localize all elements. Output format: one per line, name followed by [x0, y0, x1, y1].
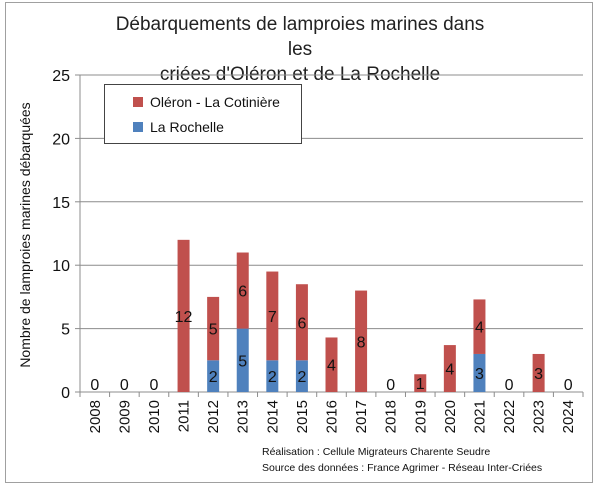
- data-label-ol-ron-la-cotini-re: 7: [268, 309, 277, 326]
- x-tick-label: 2023: [531, 400, 548, 433]
- x-tick-label: 2014: [264, 400, 281, 433]
- data-label-ol-ron-la-cotini-re: 3: [534, 366, 543, 383]
- bar-la-rochelle: [295, 360, 308, 392]
- legend-entry-oleron: Oléron - La Cotinière: [105, 92, 280, 112]
- bar-ol-ron-la-cotini-re: [355, 290, 368, 392]
- x-tick-label: 2017: [353, 400, 370, 433]
- legend-entry-la-rochelle: La Rochelle: [105, 117, 224, 137]
- bar-ol-ron-la-cotini-re: [236, 252, 249, 329]
- bar-ol-ron-la-cotini-re: [325, 337, 338, 392]
- data-label-ol-ron-la-cotini-re: 12: [175, 309, 193, 326]
- legend-label-la-rochelle: La Rochelle: [150, 119, 224, 135]
- legend-swatch-la-rochelle: [133, 122, 143, 132]
- x-tick-label: 2022: [501, 400, 518, 433]
- data-label-ol-ron-la-cotini-re: 1: [416, 376, 425, 393]
- y-tick-label: 0: [61, 385, 70, 402]
- bar-ol-ron-la-cotini-re: [473, 299, 486, 354]
- x-tick-label: 2015: [294, 400, 311, 433]
- data-label-ol-ron-la-cotini-re: 8: [357, 334, 366, 351]
- data-label-la-rochelle: 5: [238, 353, 247, 370]
- x-tick-label: 2013: [235, 400, 252, 433]
- data-label-la-rochelle: 3: [475, 366, 484, 383]
- x-tick-label: 2009: [116, 400, 133, 433]
- data-label-la-rochelle: 0: [90, 377, 99, 394]
- bar-ol-ron-la-cotini-re: [443, 345, 456, 392]
- data-label-la-rochelle: 0: [505, 377, 514, 394]
- x-tick-label: 2019: [412, 400, 429, 433]
- x-tick-label: 2024: [560, 400, 577, 433]
- y-tick-label: 10: [52, 258, 70, 275]
- bar-la-rochelle: [473, 353, 486, 392]
- chart-title-line-1: Débarquements de lamproies marines dans …: [115, 14, 485, 60]
- credit-realisation: Réalisation : Cellule Migrateurs Charent…: [262, 446, 491, 458]
- bar-ol-ron-la-cotini-re: [177, 239, 190, 392]
- y-tick-label: 15: [52, 195, 70, 212]
- data-label-ol-ron-la-cotini-re: 6: [238, 284, 247, 301]
- chart-frame: [5, 2, 593, 483]
- data-label-la-rochelle: 0: [150, 377, 159, 394]
- bar-ol-ron-la-cotini-re: [414, 374, 427, 392]
- x-tick-label: 2008: [87, 400, 104, 433]
- data-label-ol-ron-la-cotini-re: 5: [209, 322, 218, 339]
- data-label-ol-ron-la-cotini-re: 6: [297, 315, 306, 332]
- y-tick-label: 20: [52, 131, 70, 148]
- data-label-la-rochelle: 2: [209, 369, 218, 386]
- bar-ol-ron-la-cotini-re: [532, 353, 545, 392]
- x-tick-label: 2016: [324, 400, 341, 433]
- legend-swatch-oleron: [133, 97, 143, 107]
- bar-ol-ron-la-cotini-re: [295, 284, 308, 361]
- data-label-la-rochelle: 0: [564, 377, 573, 394]
- bar-la-rochelle: [266, 360, 279, 392]
- y-tick-label: 25: [52, 68, 70, 85]
- data-label-ol-ron-la-cotini-re: 4: [475, 320, 484, 337]
- bar-la-rochelle: [207, 360, 220, 392]
- x-tick-label: 2012: [205, 400, 222, 433]
- data-label-la-rochelle: 2: [297, 369, 306, 386]
- data-label-ol-ron-la-cotini-re: 4: [327, 358, 336, 375]
- bar-la-rochelle: [236, 328, 249, 392]
- data-label-la-rochelle: 0: [120, 377, 129, 394]
- bar-ol-ron-la-cotini-re: [207, 296, 220, 361]
- x-tick-label: 2011: [176, 400, 193, 432]
- legend: Oléron - La Cotinière La Rochelle: [104, 84, 302, 144]
- data-label-la-rochelle: 2: [268, 369, 277, 386]
- data-label-ol-ron-la-cotini-re: 4: [445, 362, 454, 379]
- legend-label-oleron: Oléron - La Cotinière: [150, 94, 280, 110]
- y-tick-label: 5: [61, 322, 70, 339]
- data-label-la-rochelle: 0: [386, 377, 395, 394]
- x-tick-label: 2020: [442, 400, 459, 433]
- credit-source: Source des données : France Agrimer - Ré…: [262, 462, 543, 474]
- x-tick-label: 2021: [471, 400, 488, 433]
- bar-ol-ron-la-cotini-re: [266, 271, 279, 361]
- x-tick-label: 2018: [383, 400, 400, 433]
- x-tick-label: 2010: [146, 400, 163, 433]
